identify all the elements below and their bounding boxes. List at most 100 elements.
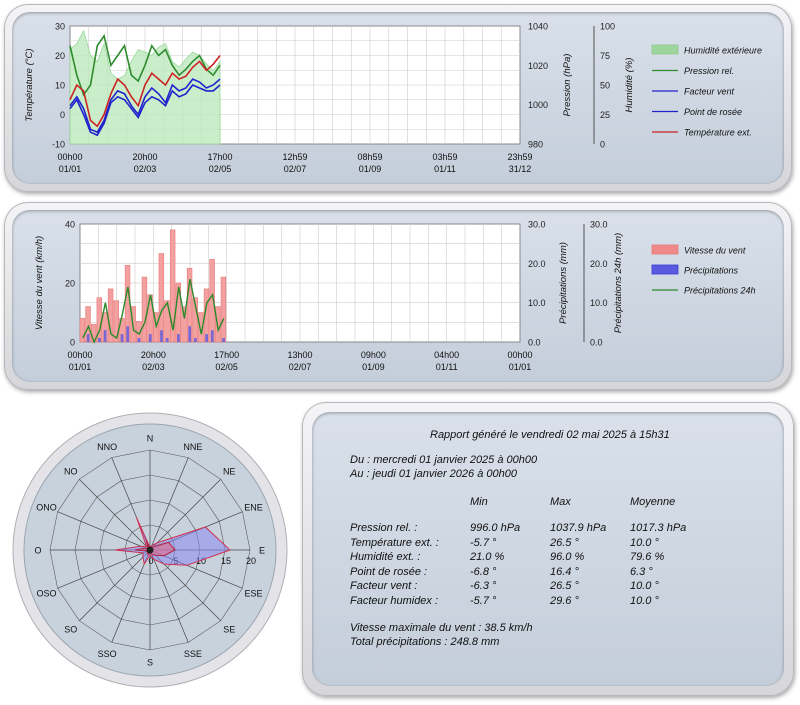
temperature-panel-inner: 30 20 10 0 -10 1040 1020 1000 980 100 75 50 25 0 Tempé… xyxy=(12,12,784,184)
legend-swatch xyxy=(651,244,679,255)
y-tick-left: 30 xyxy=(55,22,65,32)
x-tick-date: 01/11 xyxy=(434,164,456,174)
rain-bar xyxy=(193,338,197,342)
rose-spoke xyxy=(79,549,151,621)
report: Rapport généré le vendredi 02 mai 2025 à… xyxy=(312,412,784,686)
wind-rain-chart: 40 20 0 30.0 20.0 10.0 0.0 30.0 20.0 10.0 0.0 Vites… xyxy=(34,220,756,373)
y-tick-right: 0 xyxy=(600,140,605,150)
y-tick-right: 25 xyxy=(600,110,610,120)
report-row-max: 1037.9 hPa xyxy=(550,522,607,534)
x-tick-date: 02/03 xyxy=(134,164,157,174)
report-row-min: -6.3 ° xyxy=(470,580,497,592)
report-to: Au : jeudi 01 janvier 2026 à 00h00 xyxy=(350,468,517,480)
x-tick-date: 02/07 xyxy=(284,164,307,174)
x-tick-time: 17h00 xyxy=(214,350,239,360)
wind-bar xyxy=(141,276,148,343)
y-axis-label-mid: Précipitations (mm) xyxy=(558,242,569,324)
report-row-max: 16.4 ° xyxy=(550,565,579,578)
report-row-avg: 6.3 ° xyxy=(630,565,653,578)
rain-bar xyxy=(210,330,214,342)
rain-bar xyxy=(120,334,124,342)
x-tick-time: 20h00 xyxy=(132,152,157,162)
rain-bar xyxy=(177,334,180,342)
legend-label: Vitesse du vent xyxy=(684,246,746,256)
rain-bar xyxy=(126,326,130,342)
rose-direction-label: SE xyxy=(223,625,235,635)
y-tick-left: -10 xyxy=(52,140,65,150)
rose-spoke xyxy=(149,549,189,643)
x-tick-date: 01/01 xyxy=(69,362,92,372)
y-axis-label-left: Vitesse du vent (km/h) xyxy=(34,236,45,330)
rain-bar xyxy=(148,334,152,342)
y-tick-mid: 1020 xyxy=(528,61,548,71)
y-axis-label-left: Température (°C) xyxy=(24,48,35,121)
report-row-min: 21.0 % xyxy=(470,551,505,563)
x-tick-date: 01/01 xyxy=(59,164,82,174)
temperature-chart: 3020100-101040102010009801007550250Tempé… xyxy=(24,22,762,175)
report-panel: Rapport généré le vendredi 02 mai 2025 à… xyxy=(302,402,794,696)
rose-radial-tick: 0 xyxy=(148,556,153,566)
y-tick-left: 20 xyxy=(65,279,75,289)
y-tick-left: 10 xyxy=(55,81,65,91)
y-tick-mid: 30.0 xyxy=(528,220,546,230)
y-tick-mid: 10.0 xyxy=(528,298,546,308)
x-tick-time: 00h00 xyxy=(67,350,92,360)
report-row-label: Pression rel. : xyxy=(350,522,418,534)
rose-direction-label: NNO xyxy=(97,442,117,452)
report-row-avg: 10.0 ° xyxy=(630,536,659,549)
temperature-panel: 30 20 10 0 -10 1040 1020 1000 980 100 75 50 25 0 Tempé… xyxy=(4,4,792,192)
y-tick-right: 0.0 xyxy=(590,338,603,348)
rose-direction-label: SSO xyxy=(98,649,117,659)
rain-bar xyxy=(222,338,225,342)
y-tick-mid: 0.0 xyxy=(528,338,541,348)
rain-bar xyxy=(98,338,101,342)
rose-direction-label: O xyxy=(34,546,41,556)
rose-spoke xyxy=(149,457,189,551)
legend-label: Point de rosée xyxy=(684,107,742,117)
x-tick-time: 00h00 xyxy=(507,350,532,360)
wind-bar xyxy=(113,300,119,343)
report-row-min: -6.8 ° xyxy=(470,565,497,578)
wind-bar xyxy=(169,229,176,343)
legend-label: Température ext. xyxy=(684,128,752,138)
y-tick-mid: 980 xyxy=(528,140,543,150)
x-tick-time: 20h00 xyxy=(141,350,166,360)
rain-bar xyxy=(86,334,90,342)
x-tick-time: 04h00 xyxy=(434,350,459,360)
report-panel-inner: Rapport généré le vendredi 02 mai 2025 à… xyxy=(312,412,784,686)
y-tick-mid: 1040 xyxy=(528,22,548,32)
rose-spoke xyxy=(57,549,151,589)
x-tick-time: 03h59 xyxy=(432,152,457,162)
report-row-min: -5.7 ° xyxy=(470,536,497,549)
rose-spoke xyxy=(111,549,151,643)
y-axis-label-right: Humidité (%) xyxy=(624,58,635,113)
x-tick-date: 02/03 xyxy=(142,362,165,372)
report-from: Du : mercredi 01 janvier 2025 à 00h00 xyxy=(350,454,538,466)
legend-label: Humidité extérieure xyxy=(684,46,762,56)
rose-direction-label: ESE xyxy=(244,588,262,598)
series-line-1 xyxy=(69,33,221,97)
rose-direction-label: N xyxy=(147,434,154,444)
wind-rose-chart: NNNENEENEEESESESSESSSOSOOSOOONONONNO0510… xyxy=(12,412,288,688)
y-tick-right: 75 xyxy=(600,51,610,61)
rose-direction-label: S xyxy=(147,658,153,668)
rose-direction-label: NNE xyxy=(183,442,202,452)
legend-label: Pression rel. xyxy=(684,66,734,76)
y-tick-right: 20.0 xyxy=(590,259,608,269)
rose-direction-label: ENE xyxy=(244,503,263,513)
rain-bar xyxy=(160,330,163,342)
x-tick-date: 02/05 xyxy=(215,362,238,372)
rose-direction-label: E xyxy=(259,546,265,556)
report-row-max: 26.5 ° xyxy=(550,580,579,592)
report-max-wind: Vitesse maximale du vent : 38.5 km/h xyxy=(350,622,533,634)
series-line-3 xyxy=(69,84,221,137)
series-line-4 xyxy=(69,55,221,128)
y-tick-right: 100 xyxy=(600,22,615,32)
wind-bar xyxy=(198,312,204,343)
x-tick-time: 09h00 xyxy=(361,350,386,360)
rain-bar xyxy=(205,334,209,342)
rose-center xyxy=(146,546,154,554)
report-row-avg: 10.0 ° xyxy=(630,580,659,592)
y-tick-right: 50 xyxy=(600,81,610,91)
rose-direction-label: ONO xyxy=(36,503,57,513)
